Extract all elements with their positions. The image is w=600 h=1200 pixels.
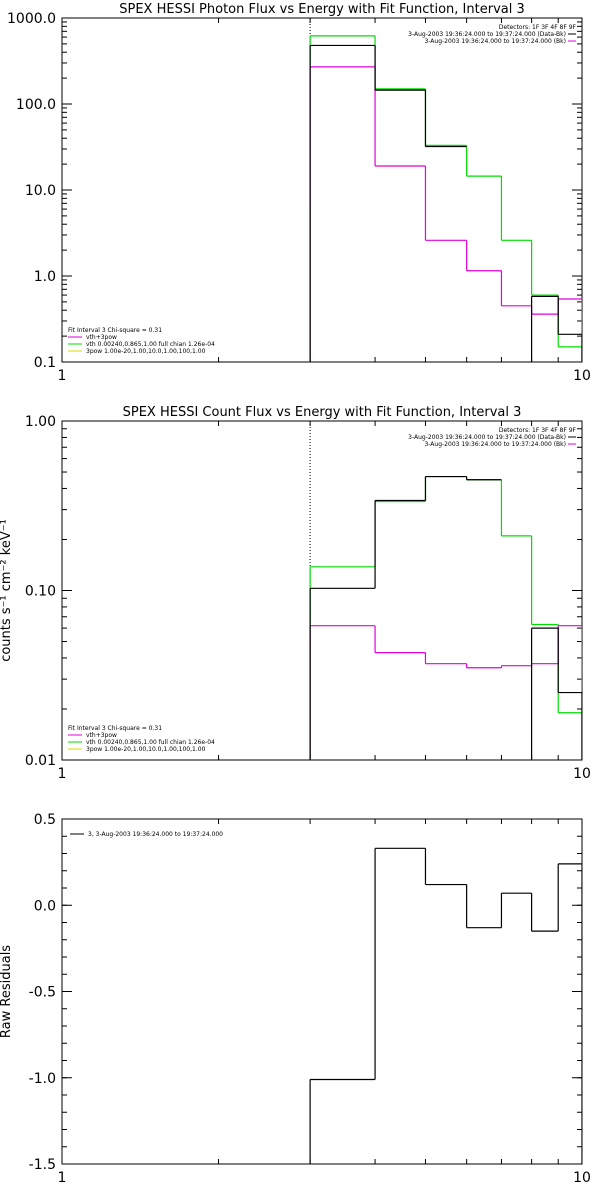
y-tick-label: 1000.0	[7, 11, 56, 27]
x-tick-label: 10	[573, 368, 591, 384]
y-tick-label: -0.5	[29, 985, 56, 1001]
residual-legend-label: 3, 3-Aug-2003 19:36:24.000 to 19:37:24.0…	[88, 831, 223, 838]
x-tick-label: 1	[58, 368, 67, 384]
y-tick-label: -1.0	[29, 1071, 56, 1087]
chart-panel-1: SPEX HESSI Photon Flux vs Energy with Fi…	[7, 2, 591, 384]
fit-legend-label: 3pow 1.00e-20,1.00,10.0,1.00,100,1.00	[86, 746, 206, 753]
chart-title: SPEX HESSI Count Flux vs Energy with Fit…	[123, 405, 522, 420]
fit-legend-label: vth 0.00240,0.865,1.00 full chian 1.26e-…	[86, 739, 215, 746]
data-area	[309, 847, 582, 1164]
y-axis-label: Raw Residuals	[0, 945, 14, 1038]
data-area	[309, 18, 582, 362]
x-tick-label: 1	[58, 766, 67, 782]
y-tick-label: 10.0	[25, 183, 56, 199]
x-tick-label: 10	[573, 766, 591, 782]
y-tick-label: 1.0	[34, 269, 56, 285]
y-tick-label: 0.5	[34, 812, 56, 828]
fit-legend-label: vth+3pow	[86, 334, 117, 341]
interval-legend-label: 3-Aug-2003 19:36:24.000 to 19:37:24.000 …	[408, 31, 566, 38]
plot-frame	[61, 420, 583, 761]
y-tick-label: 0.01	[25, 753, 56, 769]
x-tick-label: 1	[58, 1170, 67, 1186]
chart-panel-2: SPEX HESSI Count Flux vs Energy with Fit…	[0, 405, 591, 782]
y-tick-label: -1.5	[29, 1157, 56, 1173]
interval-legend-label: 3-Aug-2003 19:36:24.000 to 19:37:24.000 …	[408, 434, 566, 441]
fit-legend-label: vth 0.00240,0.865,1.00 full chian 1.26e-…	[86, 341, 215, 348]
fit-legend-header: Fit Interval 3 Chi-square = 0.31	[68, 327, 162, 334]
fit-legend-header: Fit Interval 3 Chi-square = 0.31	[68, 725, 162, 732]
plot-frame	[61, 818, 583, 1165]
fit-legend-label: vth+3pow	[86, 732, 117, 739]
y-axis-label: counts s⁻¹ cm⁻² keV⁻¹	[0, 519, 14, 662]
y-tick-label: 100.0	[16, 97, 56, 113]
interval-legend-label: 3-Aug-2003 19:36:24.000 to 19:37:24.000 …	[424, 38, 566, 45]
detectors-note: Detectors: 1F 3F 4F 8F 9F	[499, 427, 577, 434]
y-tick-label: 1.00	[25, 414, 56, 430]
chart-panel-3: 1 10 0.5 0.0 -0.5 -1.0 -1.5 Raw Residuals 3, 3-A…	[0, 812, 591, 1186]
fit-legend-label: 3pow 1.00e-20,1.00,10.0,1.00,100,1.00	[86, 348, 206, 355]
plot-frame	[61, 17, 583, 363]
x-tick-label: 10	[573, 1170, 591, 1186]
detectors-note: Detectors: 1F 3F 4F 8F 9F	[499, 24, 577, 31]
chart-title: SPEX HESSI Photon Flux vs Energy with Fi…	[119, 2, 525, 17]
data-area	[309, 421, 582, 760]
y-tick-label: 0.0	[34, 898, 56, 914]
y-tick-label: 0.1	[34, 355, 56, 371]
interval-legend-label: 3-Aug-2003 19:36:24.000 to 19:37:24.000 …	[424, 441, 566, 448]
y-tick-label: 0.10	[25, 584, 56, 600]
